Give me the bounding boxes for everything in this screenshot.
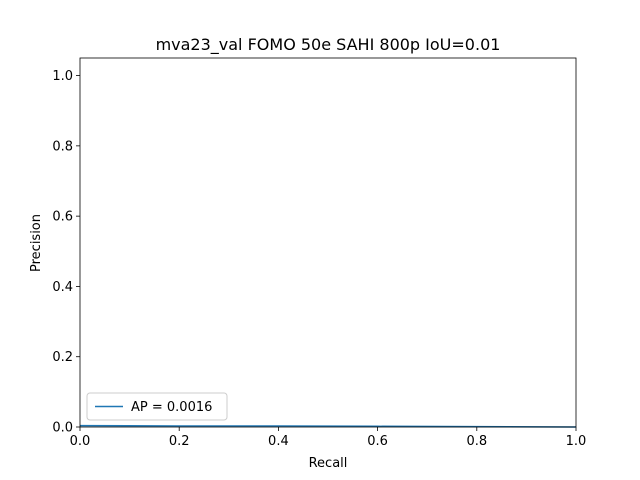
axes-spines	[79, 57, 577, 428]
y-tick-label: 1.0	[52, 69, 73, 84]
legend-box	[86, 392, 228, 421]
x-axis-label: Recall	[309, 456, 348, 471]
legend-label: AP = 0.0016	[131, 400, 212, 415]
y-axis-label: Precision	[29, 214, 44, 272]
chart-title: mva23_val FOMO 50e SAHI 800p IoU=0.01	[156, 35, 501, 55]
y-tick-label: 0.0	[52, 421, 73, 436]
y-tick-label: 0.4	[52, 280, 73, 295]
x-tick-label: 1.0	[566, 434, 587, 449]
x-tick-label: 0.0	[70, 434, 91, 449]
x-tick-label: 0.2	[169, 434, 190, 449]
x-tick-label: 0.6	[367, 434, 388, 449]
y-tick-label: 0.2	[52, 350, 73, 365]
x-tick-label: 0.4	[268, 434, 289, 449]
axes-frame	[79, 57, 577, 428]
x-tick-label: 0.8	[466, 434, 487, 449]
y-tick-label: 0.6	[52, 210, 73, 225]
y-axis: 0.0 0.2 0.4 0.6 0.8 1.0	[52, 69, 80, 436]
x-axis: 0.0 0.2 0.4 0.6 0.8 1.0	[70, 427, 587, 449]
y-tick-label: 0.8	[52, 139, 73, 154]
legend: AP = 0.0016	[86, 392, 228, 421]
